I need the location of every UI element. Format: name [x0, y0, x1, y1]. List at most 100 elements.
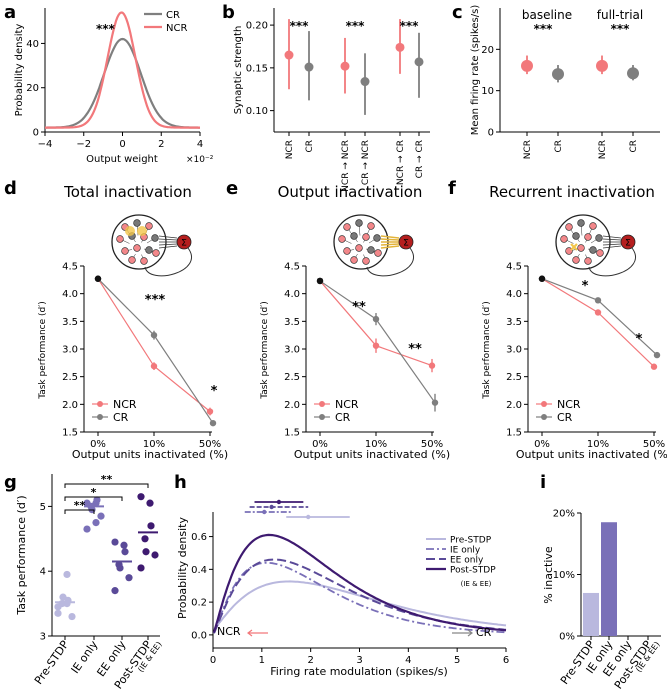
- panel-e-point: [431, 399, 439, 406]
- output-connection: [158, 235, 178, 239]
- panel-a-xtick-label: 0: [119, 139, 125, 150]
- panel-d-ytick-label: 4.0: [62, 289, 78, 300]
- panel-g-point: [58, 600, 66, 608]
- panel-b-xtick-label: CR → CR: [415, 140, 425, 178]
- network-neuron: [362, 257, 370, 265]
- panel-d-ytick-label: 4.5: [62, 262, 78, 273]
- panel-g-significance: **: [101, 473, 113, 486]
- panel-c-ylabel: Mean firing rate (spikes/s): [470, 5, 481, 136]
- panel-b-xtick-label: CR: [305, 140, 315, 153]
- panel-h-xtick-label: 4: [405, 655, 411, 666]
- output-unit-icon: [398, 234, 414, 250]
- panel-a-curve-ncr: [45, 11, 200, 129]
- output-connection: [158, 245, 178, 249]
- panel-f-significance: *: [636, 332, 643, 347]
- panel-h-legend-label: Post-STDP: [450, 566, 496, 576]
- panel-c-xtick-label: NCR: [523, 140, 533, 159]
- panel-d-significance: ***: [145, 293, 166, 308]
- panel-e-xtick-label: 0%: [312, 439, 328, 450]
- panel-f-ytick-label: 3.0: [506, 345, 522, 356]
- network-schematic-f: Σ: [555, 214, 636, 277]
- panel-f-legend-label: CR: [557, 411, 573, 424]
- panel-a-legend-label: NCR: [166, 23, 187, 34]
- panel-h-ylabel: Probability density: [176, 517, 189, 619]
- panel-e-xlabel: Output units inactivated (%): [294, 448, 450, 461]
- network-neuron: [584, 233, 592, 241]
- network-neuron: [589, 222, 597, 230]
- network-neuron: [343, 223, 351, 231]
- panel-letter-g: g: [4, 472, 17, 493]
- panel-a-xtick-label: −4: [38, 139, 53, 150]
- panel-e-legend-marker: [319, 401, 325, 407]
- panel-h-curve: [213, 580, 507, 630]
- panel-letter-b: b: [222, 2, 235, 23]
- network-schematic-d: Σ: [111, 214, 192, 277]
- panel-h-xtick-label: 3: [356, 655, 362, 666]
- panel-a-legend-label: CR: [166, 10, 180, 21]
- panel-e-legend-marker: [319, 414, 325, 420]
- panel-d-point: [209, 419, 217, 427]
- network-neuron: [140, 257, 148, 265]
- output-unit-icon: [620, 234, 636, 250]
- panel-g-point: [146, 499, 154, 507]
- panel-h-arrow-label-ncr: NCR: [217, 625, 241, 638]
- panel-c-point: [552, 68, 564, 81]
- output-connection: [158, 243, 178, 246]
- panel-d-ytick-label: 1.5: [62, 428, 78, 439]
- network-neuron: [572, 232, 580, 240]
- panel-f-legend-label: NCR: [557, 398, 581, 411]
- panel-a-ytick-label: 40: [26, 39, 39, 50]
- panel-a-scale-note: ×10⁻²: [186, 155, 214, 165]
- panel-h-ytick-label: 0.0: [191, 630, 207, 641]
- output-connection: [158, 238, 178, 241]
- sum-icon: Σ: [403, 239, 409, 249]
- panel-f-legend-marker: [541, 401, 547, 407]
- network-neuron: [595, 234, 603, 242]
- panel-d-xtick-label: 50%: [199, 439, 221, 450]
- network-neuron: [128, 256, 136, 264]
- panel-g-significance: *: [91, 486, 97, 499]
- panel-g-point: [63, 570, 71, 579]
- network-neuron: [373, 234, 381, 242]
- panel-i-ytick-label: 20%: [553, 509, 575, 520]
- panel-f-ylabel: Task performance (d′): [482, 301, 492, 400]
- network-neuron: [145, 222, 153, 230]
- panel-f-xlabel: Output units inactivated (%): [516, 448, 667, 461]
- panel-e-ytick-label: 4.0: [284, 289, 300, 300]
- network-neuron: [560, 235, 568, 243]
- output-connection: [380, 245, 400, 249]
- panel-f-xtick-label: 0%: [534, 439, 550, 450]
- panel-h-legend-label: Pre-STDP: [450, 536, 492, 546]
- network-neuron: [338, 235, 346, 243]
- network-neuron: [367, 222, 375, 230]
- panel-b-significance: ***: [290, 19, 310, 33]
- panel-d-legend-marker: [97, 414, 103, 420]
- panel-f-ytick-label: 4.5: [506, 262, 522, 273]
- panel-c-xtick-label: CR: [629, 140, 639, 153]
- panel-f-title: Recurrent inactivation: [489, 183, 655, 201]
- network-neuron: [589, 246, 597, 254]
- panel-e-ytick-label: 3.0: [284, 345, 300, 356]
- panel-g-point: [116, 564, 124, 572]
- panel-i-bar: [601, 522, 617, 636]
- panel-d-legend-label: NCR: [113, 398, 137, 411]
- network-neuron: [355, 219, 363, 227]
- panel-c-xtick-label: NCR: [598, 140, 608, 159]
- panel-f-point: [653, 351, 661, 359]
- panel-g-point: [59, 593, 67, 601]
- panel-g-point: [83, 525, 91, 533]
- panel-g-point: [120, 541, 128, 549]
- panel-b-ytick-label: 0.15: [246, 63, 268, 74]
- panel-g-point: [111, 587, 119, 595]
- panel-h-median-marker: [269, 504, 274, 510]
- panel-e-ytick-label: 4.5: [284, 262, 300, 273]
- panel-g-point: [137, 493, 145, 501]
- panel-a-ylabel: Probability density: [14, 24, 25, 117]
- panel-g-ylabel: Task performance (d′): [15, 495, 28, 615]
- panel-c-point: [596, 59, 608, 72]
- panel-c-point: [521, 59, 533, 72]
- panel-f-xtick-label: 50%: [643, 439, 665, 450]
- feedback-loop: [588, 247, 636, 277]
- panel-f-xtick-label: 10%: [587, 439, 609, 450]
- output-connection: [380, 235, 400, 239]
